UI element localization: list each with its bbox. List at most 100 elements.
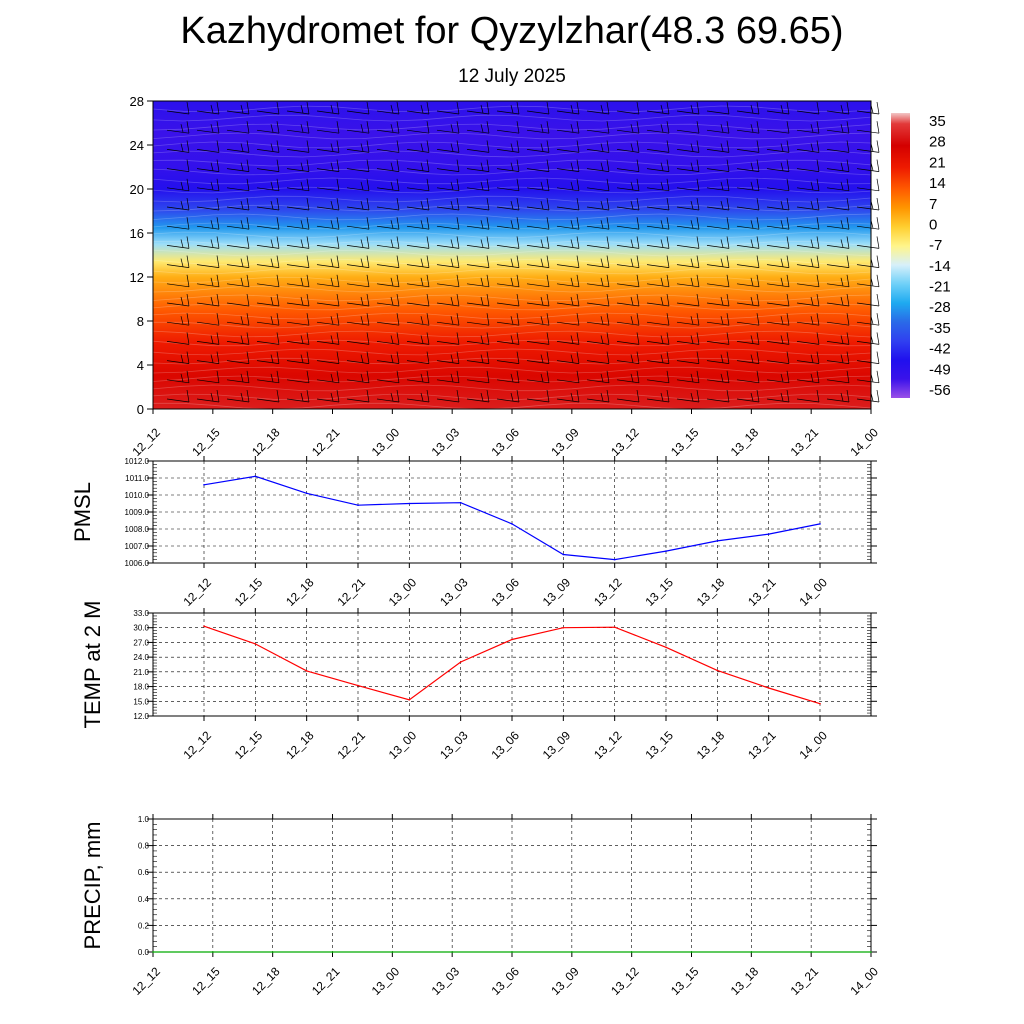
wind-barb (376, 236, 400, 249)
wind-barb (226, 121, 250, 134)
wind-barb (196, 121, 220, 134)
wind-barb (676, 351, 700, 364)
wind-barb (196, 313, 220, 326)
wind-barb (196, 332, 220, 345)
wind-barb (256, 101, 280, 115)
wind-barb (436, 197, 460, 211)
colorbar-label: -49 (929, 361, 951, 378)
x-tick-label: 14_00 (796, 575, 830, 609)
contour-line (152, 294, 872, 302)
wind-barb (346, 101, 370, 115)
wind-barb (466, 159, 490, 172)
x-tick-label: 13_18 (694, 575, 728, 609)
data-point (630, 951, 633, 953)
wind-barb (466, 313, 490, 326)
data-point (819, 523, 821, 525)
wind-barb (436, 389, 460, 403)
colorbar-label: 21 (929, 154, 946, 171)
temperature-panel: 12.0 15.0 18.0 21.0 24.0 27.0 30.0 33.0 12_12 12_… (80, 601, 877, 762)
data-point (750, 951, 753, 953)
wind-barb (286, 159, 310, 172)
data-point (152, 951, 154, 953)
x-tick-label: 12_15 (189, 964, 223, 998)
data-point (690, 951, 693, 953)
wind-barb (256, 351, 280, 364)
colorbar: 35 28 21 14 7 0 -7 -14 -21 -28 -35 -42 -49 -56 (891, 113, 951, 399)
data-point (357, 684, 359, 687)
wind-barb (586, 217, 610, 230)
wind-barb (166, 274, 190, 288)
wind-barb (616, 178, 640, 192)
data-point (562, 553, 565, 556)
wind-barb (826, 313, 850, 326)
wind-barb (646, 217, 670, 230)
wind-barb (436, 370, 460, 384)
y-tick-label: 0.2 (138, 921, 150, 930)
wind-barb (646, 370, 670, 384)
wind-barb (526, 159, 550, 172)
x-tick-label: 13_00 (369, 425, 403, 459)
wind-barb (286, 255, 310, 268)
wind-barb (616, 140, 640, 153)
wind-barb (526, 101, 550, 115)
y-tick-label: 1010.0 (125, 491, 150, 500)
wind-barb (376, 197, 400, 211)
wind-barb (496, 178, 520, 192)
wind-barb (736, 197, 760, 211)
wind-barb (256, 274, 280, 288)
wind-barb (376, 121, 400, 134)
wind-barb (256, 370, 280, 384)
wind-barb (286, 389, 310, 403)
wind-barb (796, 389, 820, 403)
y-tick-label: 0.8 (138, 842, 150, 851)
wind-barb (676, 389, 700, 403)
x-tick-label: 13_12 (608, 964, 642, 998)
x-tick-label: 13_03 (437, 575, 471, 609)
wind-barb (676, 293, 700, 307)
x-tick-label: 13_06 (488, 728, 522, 762)
x-tick-label: 12_12 (129, 964, 163, 998)
wind-barb (196, 101, 220, 115)
x-tick-label: 13_12 (591, 728, 625, 762)
wind-barb (376, 332, 400, 345)
wind-barb (406, 121, 430, 134)
y-axis-label: TEMP at 2 M (80, 601, 105, 729)
wind-barb (826, 101, 850, 115)
data-point (810, 951, 812, 953)
wind-barb (496, 351, 520, 364)
wind-barb (466, 101, 490, 115)
wind-barb (196, 197, 220, 211)
colorbar-label: 28 (929, 134, 946, 151)
wind-barb (526, 197, 550, 211)
wind-barb (556, 236, 580, 249)
wind-barb (166, 140, 190, 153)
wind-barb (226, 217, 250, 230)
wind-barb (406, 159, 430, 172)
wind-barb (496, 274, 520, 288)
wind-barb (766, 351, 790, 364)
wind-barb (556, 159, 580, 172)
wind-barb (406, 178, 430, 192)
wind-barb (736, 121, 760, 134)
wind-barb (556, 274, 580, 288)
x-tick-label: 13_12 (608, 425, 642, 459)
wind-barb (796, 332, 820, 345)
wind-barb (526, 389, 550, 403)
data-point (511, 638, 513, 641)
wind-barb (796, 370, 820, 384)
x-tick-label: 13_18 (728, 425, 762, 459)
wind-barb (406, 351, 430, 364)
x-tick-label: 13_09 (548, 964, 582, 998)
x-tick-label: 13_15 (642, 728, 676, 762)
wind-barb (556, 101, 580, 115)
wind-barb (586, 255, 610, 268)
wind-barb (526, 217, 550, 230)
colorbar-label: -14 (929, 258, 951, 275)
y-tick-label: 21.0 (133, 668, 149, 677)
wind-barb (826, 197, 850, 211)
contour-line (152, 195, 872, 203)
wind-barb (286, 370, 310, 384)
wind-barb (346, 217, 370, 230)
wind-barb (856, 351, 880, 364)
